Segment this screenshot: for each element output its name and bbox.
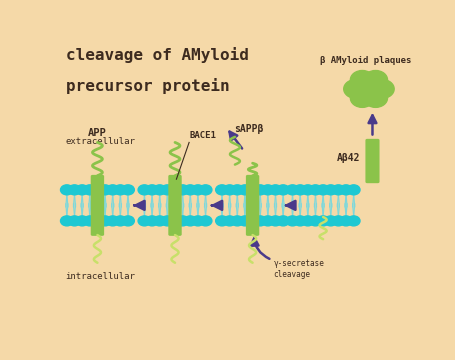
Circle shape xyxy=(61,216,73,226)
Text: Aβ42: Aβ42 xyxy=(337,153,360,163)
Circle shape xyxy=(262,185,274,195)
Circle shape xyxy=(223,216,236,226)
Circle shape xyxy=(317,216,329,226)
Circle shape xyxy=(254,216,267,226)
Circle shape xyxy=(309,216,322,226)
Circle shape xyxy=(332,216,345,226)
Text: γ-secretase
cleavage: γ-secretase cleavage xyxy=(274,258,324,279)
Circle shape xyxy=(91,216,104,226)
Circle shape xyxy=(199,185,212,195)
Circle shape xyxy=(106,185,119,195)
Circle shape xyxy=(332,185,345,195)
Text: cleavage of AMyloid: cleavage of AMyloid xyxy=(66,48,248,63)
Circle shape xyxy=(61,185,73,195)
Circle shape xyxy=(344,80,368,98)
Text: BACE1: BACE1 xyxy=(189,131,216,140)
Circle shape xyxy=(176,216,189,226)
Circle shape xyxy=(317,185,329,195)
Circle shape xyxy=(68,216,81,226)
Circle shape xyxy=(106,216,119,226)
Circle shape xyxy=(262,216,274,226)
Circle shape xyxy=(153,185,166,195)
Circle shape xyxy=(146,185,158,195)
Circle shape xyxy=(324,216,337,226)
Text: extracellular: extracellular xyxy=(66,138,136,147)
Circle shape xyxy=(364,71,388,89)
Circle shape xyxy=(238,185,251,195)
Circle shape xyxy=(269,185,282,195)
Circle shape xyxy=(350,89,374,107)
Circle shape xyxy=(324,185,337,195)
Circle shape xyxy=(161,185,174,195)
Circle shape xyxy=(231,216,243,226)
Circle shape xyxy=(68,185,81,195)
Circle shape xyxy=(340,216,352,226)
Circle shape xyxy=(114,185,126,195)
Circle shape xyxy=(216,185,228,195)
Circle shape xyxy=(138,216,151,226)
Circle shape xyxy=(153,216,166,226)
Circle shape xyxy=(99,185,111,195)
Circle shape xyxy=(294,216,307,226)
Circle shape xyxy=(350,71,374,89)
Circle shape xyxy=(199,216,212,226)
Circle shape xyxy=(223,185,236,195)
Circle shape xyxy=(302,216,314,226)
Circle shape xyxy=(169,185,182,195)
Circle shape xyxy=(184,185,197,195)
Circle shape xyxy=(246,216,259,226)
Circle shape xyxy=(360,82,378,96)
Circle shape xyxy=(121,185,134,195)
Circle shape xyxy=(169,216,182,226)
Circle shape xyxy=(269,216,282,226)
Text: β AMyloid plaques: β AMyloid plaques xyxy=(320,57,411,66)
Circle shape xyxy=(286,216,299,226)
Circle shape xyxy=(83,216,96,226)
Text: APP: APP xyxy=(88,128,107,138)
Circle shape xyxy=(176,185,189,195)
Circle shape xyxy=(347,185,360,195)
Circle shape xyxy=(286,185,299,195)
Circle shape xyxy=(238,216,251,226)
Circle shape xyxy=(364,89,388,107)
Text: precursor protein: precursor protein xyxy=(66,78,229,94)
FancyBboxPatch shape xyxy=(246,175,259,236)
Circle shape xyxy=(231,185,243,195)
Text: intracellular: intracellular xyxy=(66,272,136,281)
Circle shape xyxy=(340,185,352,195)
Circle shape xyxy=(161,216,174,226)
Circle shape xyxy=(184,216,197,226)
Circle shape xyxy=(254,185,267,195)
Circle shape xyxy=(294,185,307,195)
Circle shape xyxy=(302,185,314,195)
Circle shape xyxy=(146,216,158,226)
Circle shape xyxy=(216,216,228,226)
Circle shape xyxy=(91,185,104,195)
Circle shape xyxy=(347,216,360,226)
Circle shape xyxy=(277,216,289,226)
Circle shape xyxy=(309,185,322,195)
Circle shape xyxy=(83,185,96,195)
Text: sAPPβ: sAPPβ xyxy=(234,124,264,134)
Circle shape xyxy=(192,216,204,226)
Circle shape xyxy=(138,185,151,195)
FancyBboxPatch shape xyxy=(365,139,379,183)
Circle shape xyxy=(114,216,126,226)
FancyBboxPatch shape xyxy=(168,175,182,236)
Circle shape xyxy=(277,185,289,195)
Circle shape xyxy=(121,216,134,226)
Circle shape xyxy=(192,185,204,195)
Circle shape xyxy=(99,216,111,226)
Circle shape xyxy=(370,80,394,98)
Circle shape xyxy=(76,216,88,226)
Circle shape xyxy=(246,185,259,195)
Circle shape xyxy=(76,185,88,195)
FancyBboxPatch shape xyxy=(91,175,104,236)
